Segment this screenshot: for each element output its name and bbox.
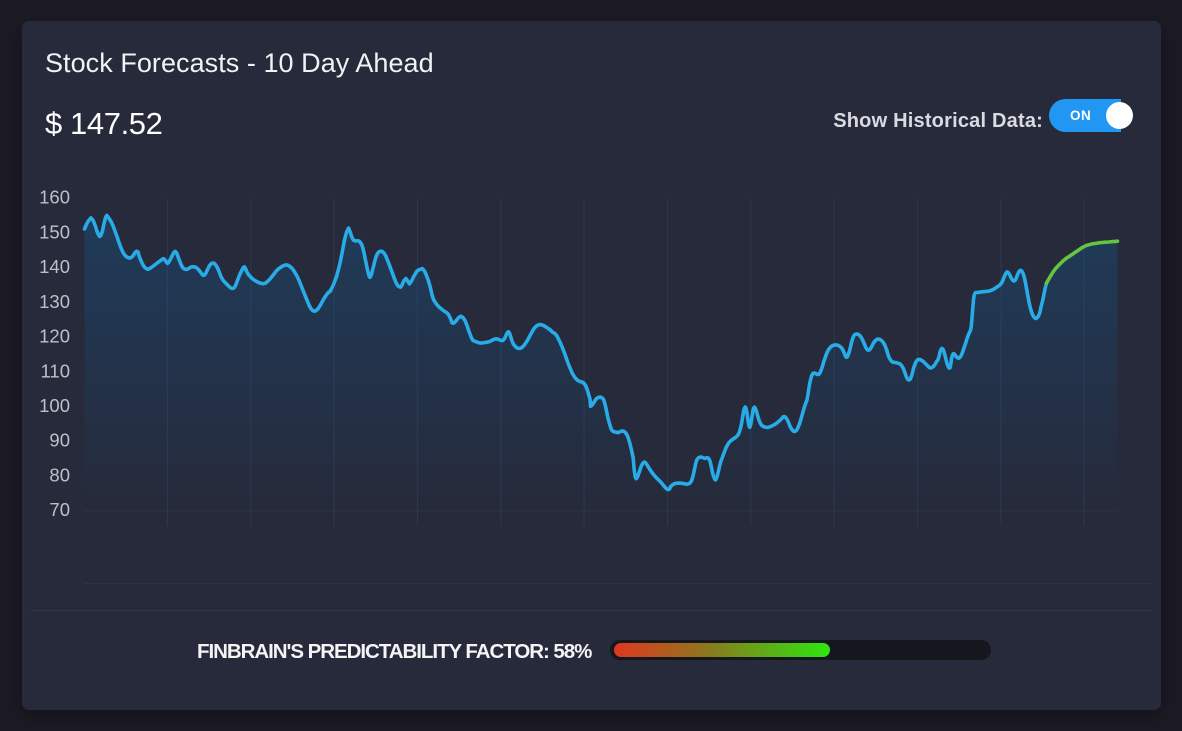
svg-text:70: 70 xyxy=(49,499,70,520)
svg-text:80: 80 xyxy=(49,465,70,486)
svg-text:110: 110 xyxy=(41,360,71,381)
svg-text:140: 140 xyxy=(39,256,70,277)
svg-text:100: 100 xyxy=(39,395,70,416)
svg-text:120: 120 xyxy=(39,326,70,347)
svg-text:150: 150 xyxy=(39,221,70,242)
svg-text:130: 130 xyxy=(39,291,70,312)
svg-text:90: 90 xyxy=(49,430,70,451)
svg-text:160: 160 xyxy=(39,187,70,208)
